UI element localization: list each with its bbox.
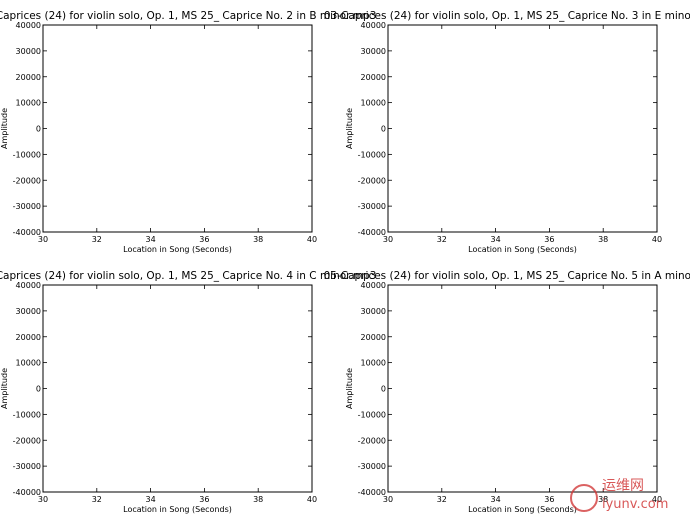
y-tick-label: -20000 bbox=[358, 176, 386, 185]
watermark-brand: 运维网 bbox=[602, 478, 644, 494]
x-tick-label: 34 bbox=[491, 235, 501, 244]
x-tick-label: 38 bbox=[598, 495, 608, 504]
chart-title: 05-Caprices (24) for violin solo, Op. 1,… bbox=[324, 270, 690, 282]
y-tick-label: -10000 bbox=[358, 150, 386, 159]
subplot-2: 30 32 34 36 38 40 40000 30000 20000 10000 0 -10000 -… bbox=[324, 10, 690, 254]
y-tick-label: 40000 bbox=[361, 21, 386, 30]
x-tick-label: 38 bbox=[253, 495, 263, 504]
watermark-swirl-icon bbox=[570, 484, 598, 512]
x-tick-label: 36 bbox=[199, 235, 209, 244]
x-tick-label: 40 bbox=[652, 235, 662, 244]
x-tick-label: 34 bbox=[146, 495, 156, 504]
x-tick-label: 30 bbox=[38, 235, 48, 244]
x-tick-label: 32 bbox=[92, 495, 102, 504]
x-axis-label: Location in Song (Seconds) bbox=[468, 505, 577, 514]
x-axis-label: Location in Song (Seconds) bbox=[468, 245, 577, 254]
plot-frame bbox=[387, 284, 658, 493]
y-tick-label: 20000 bbox=[16, 73, 41, 82]
y-tick-label: -20000 bbox=[13, 436, 41, 445]
x-tick-label: 34 bbox=[491, 495, 501, 504]
y-tick-label: 40000 bbox=[16, 21, 41, 30]
y-tick-label: 0 bbox=[36, 125, 41, 134]
y-tick-label: 30000 bbox=[16, 307, 41, 316]
y-axis-label: Amplitude bbox=[0, 108, 9, 149]
x-tick-label: 36 bbox=[199, 495, 209, 504]
y-tick-label: 20000 bbox=[16, 333, 41, 342]
y-tick-label: 40000 bbox=[16, 281, 41, 290]
y-tick-label: 40000 bbox=[361, 281, 386, 290]
y-tick-label: -40000 bbox=[13, 488, 41, 497]
watermark-domain: iyunv.com bbox=[602, 497, 668, 512]
x-axis-label: Location in Song (Seconds) bbox=[123, 245, 232, 254]
y-tick-label: -30000 bbox=[13, 462, 41, 471]
x-tick-label: 30 bbox=[383, 235, 393, 244]
x-tick-label: 38 bbox=[253, 235, 263, 244]
y-tick-label: 0 bbox=[381, 385, 386, 394]
chart-title: 02-Caprices (24) for violin solo, Op. 1,… bbox=[0, 10, 376, 22]
x-tick-label: 34 bbox=[146, 235, 156, 244]
y-tick-label: 20000 bbox=[361, 333, 386, 342]
x-tick-label: 32 bbox=[92, 235, 102, 244]
y-tick-label: 10000 bbox=[16, 359, 41, 368]
y-axis-label: Amplitude bbox=[0, 368, 9, 409]
y-tick-label: -20000 bbox=[358, 436, 386, 445]
watermark-logo: 运维网 iyunv.com bbox=[570, 478, 668, 512]
plot-frame bbox=[42, 284, 313, 493]
y-tick-label: 10000 bbox=[361, 99, 386, 108]
y-tick-label: -10000 bbox=[13, 150, 41, 159]
subplot-3: 30 32 34 36 38 40 40000 30000 20000 10000 0 -10000 -… bbox=[0, 270, 376, 514]
x-tick-label: 36 bbox=[544, 235, 554, 244]
y-tick-label: -40000 bbox=[358, 488, 386, 497]
plot-frame bbox=[387, 24, 658, 233]
y-tick-label: 20000 bbox=[361, 73, 386, 82]
y-tick-label: 0 bbox=[36, 385, 41, 394]
y-axis-label: Amplitude bbox=[345, 368, 354, 409]
x-tick-label: 30 bbox=[383, 495, 393, 504]
x-tick-label: 32 bbox=[437, 495, 447, 504]
y-tick-label: 0 bbox=[381, 125, 386, 134]
chart-title: 04-Caprices (24) for violin solo, Op. 1,… bbox=[0, 270, 376, 282]
y-tick-label: 10000 bbox=[16, 99, 41, 108]
y-tick-label: -20000 bbox=[13, 176, 41, 185]
y-tick-label: -40000 bbox=[358, 228, 386, 237]
y-tick-label: -10000 bbox=[358, 410, 386, 419]
x-tick-label: 30 bbox=[38, 495, 48, 504]
y-axis-label: Amplitude bbox=[345, 108, 354, 149]
y-tick-label: 30000 bbox=[361, 307, 386, 316]
x-tick-label: 40 bbox=[307, 235, 317, 244]
subplot-4: 30 32 34 36 38 40 40000 30000 20000 10000 0 -10000 -… bbox=[324, 270, 690, 514]
y-tick-label: -10000 bbox=[13, 410, 41, 419]
y-tick-label: -30000 bbox=[358, 462, 386, 471]
y-tick-label: 30000 bbox=[361, 47, 386, 56]
x-axis-label: Location in Song (Seconds) bbox=[123, 505, 232, 514]
subplot-1: 30 32 34 36 38 40 40000 30000 20000 10000 0 -10000 -… bbox=[0, 10, 376, 254]
y-tick-label: -30000 bbox=[13, 202, 41, 211]
x-tick-label: 38 bbox=[598, 235, 608, 244]
y-tick-label: 30000 bbox=[16, 47, 41, 56]
x-tick-label: 32 bbox=[437, 235, 447, 244]
chart-title: 03-Caprices (24) for violin solo, Op. 1,… bbox=[324, 10, 690, 22]
y-tick-label: 10000 bbox=[361, 359, 386, 368]
y-tick-label: -40000 bbox=[13, 228, 41, 237]
x-tick-label: 36 bbox=[544, 495, 554, 504]
y-tick-label: -30000 bbox=[358, 202, 386, 211]
x-tick-label: 40 bbox=[652, 495, 662, 504]
plot-frame bbox=[42, 24, 313, 233]
x-tick-label: 40 bbox=[307, 495, 317, 504]
